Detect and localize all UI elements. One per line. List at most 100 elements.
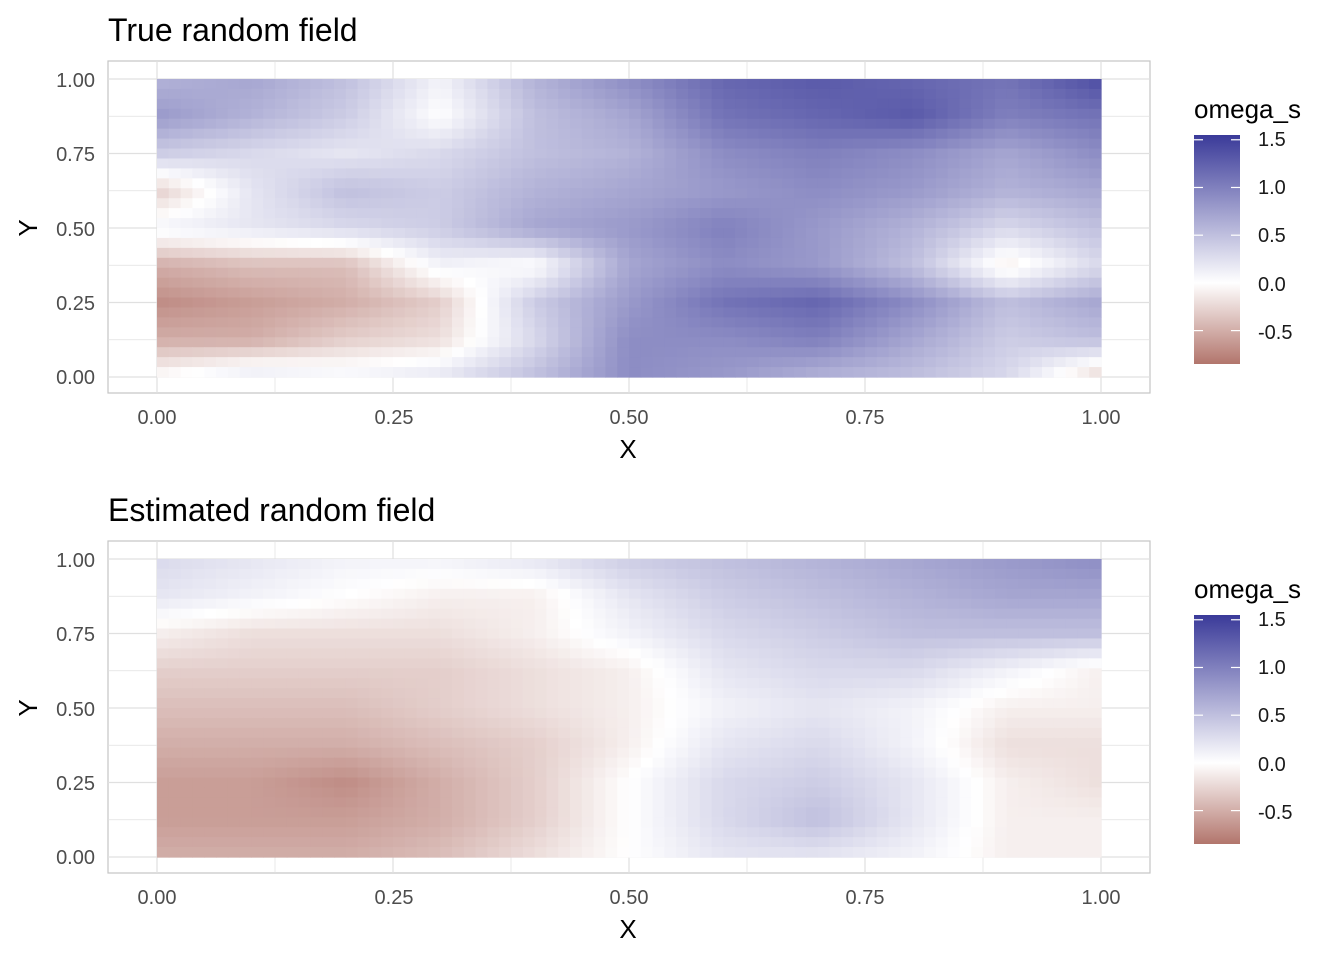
heatmap-cell (227, 367, 241, 378)
heatmap-cell (487, 267, 500, 279)
heatmap-cell (428, 307, 441, 318)
heatmap-cell (546, 257, 559, 269)
heatmap-cell (381, 148, 394, 160)
heatmap-cell (924, 367, 937, 378)
heatmap-cell (770, 108, 783, 120)
heatmap-cell (558, 668, 571, 679)
heatmap-cell (251, 837, 264, 848)
heatmap-cell (416, 588, 429, 600)
heatmap-cell (876, 688, 890, 699)
heatmap-cell (900, 827, 913, 838)
heatmap-cell (1077, 188, 1090, 199)
heatmap-cell (475, 628, 488, 640)
heatmap-cell (275, 237, 288, 249)
heatmap-cell (865, 297, 878, 309)
heatmap-cell (393, 257, 406, 269)
heatmap-cell (806, 817, 819, 828)
heatmap-cell (912, 307, 925, 318)
heatmap-cell (770, 737, 783, 749)
heatmap-cell (735, 128, 748, 140)
heatmap-cell (758, 118, 772, 130)
heatmap-cell (640, 787, 654, 798)
heatmap-cell (912, 568, 925, 580)
heatmap-cell (534, 247, 547, 259)
heatmap-cell (640, 108, 654, 120)
heatmap-cell (168, 188, 182, 199)
heatmap-cell (924, 98, 937, 110)
heatmap-cell (345, 608, 359, 620)
heatmap-cell (806, 827, 819, 838)
heatmap-cell (522, 208, 536, 219)
heatmap-cell (1042, 678, 1055, 689)
heatmap-cell (487, 357, 500, 368)
heatmap-cell (617, 737, 630, 749)
heatmap-cell (593, 357, 606, 368)
heatmap-cell (617, 648, 630, 659)
heatmap-cell (865, 618, 878, 630)
heatmap-cell (699, 168, 713, 179)
heatmap-cell (345, 357, 359, 368)
heatmap-cell (652, 777, 665, 789)
heatmap-cell (1053, 237, 1067, 249)
heatmap-cell (593, 578, 606, 590)
heatmap-cell (192, 98, 205, 110)
heatmap-cell (428, 158, 441, 169)
heatmap-cell (157, 757, 170, 769)
heatmap-cell (829, 658, 842, 669)
heatmap-cell (357, 797, 370, 808)
heatmap-cell (947, 188, 960, 199)
heatmap-cell (416, 277, 429, 289)
heatmap-cell (971, 188, 984, 199)
heatmap-cell (912, 178, 925, 189)
heatmap-cell (263, 698, 276, 709)
heatmap-cell (629, 817, 642, 828)
heatmap-cell (912, 108, 925, 120)
heatmap-cell (876, 698, 890, 709)
heatmap-cell (558, 767, 571, 779)
heatmap-cell (699, 307, 713, 318)
heatmap-cell (428, 817, 441, 828)
heatmap-cell (1030, 118, 1043, 130)
y-tick-label: 0.75 (56, 144, 95, 166)
heatmap-cell (286, 327, 300, 338)
heatmap-cell (794, 698, 807, 709)
heatmap-cell (640, 608, 654, 620)
heatmap-cell (310, 797, 323, 808)
heatmap-cell (782, 337, 795, 348)
heatmap-cell (180, 727, 193, 739)
heatmap-cell (570, 827, 583, 838)
heatmap-cell (192, 837, 205, 848)
heatmap-cell (935, 277, 949, 289)
heatmap-cell (357, 218, 370, 229)
heatmap-cell (947, 757, 960, 769)
heatmap-cell (888, 777, 901, 789)
heatmap-cell (275, 257, 288, 269)
heatmap-cell (723, 757, 736, 769)
heatmap-cell (971, 688, 984, 699)
heatmap-cell (876, 188, 890, 199)
heatmap-cell (546, 317, 559, 328)
heatmap-cell (711, 698, 724, 709)
heatmap-cell (1042, 347, 1055, 358)
heatmap-cell (640, 628, 654, 640)
heatmap-cell (487, 277, 500, 289)
heatmap-cell (487, 578, 500, 590)
heatmap-cell (204, 559, 217, 570)
heatmap-cell (994, 727, 1008, 739)
heatmap-cell (593, 817, 606, 828)
heatmap-cell (782, 827, 795, 838)
heatmap-cell (192, 188, 205, 199)
heatmap-cell (959, 737, 972, 749)
heatmap-cell (688, 277, 701, 289)
heatmap-cell (652, 337, 665, 348)
heatmap-cell (711, 618, 724, 630)
heatmap-cell (452, 267, 465, 279)
heatmap-cell (534, 708, 547, 719)
heatmap-cell (511, 787, 524, 798)
heatmap-cell (959, 317, 972, 328)
heatmap-cell (499, 817, 512, 828)
heatmap-cell (239, 717, 252, 729)
heatmap-cell (286, 237, 300, 249)
heatmap-cell (522, 598, 536, 610)
heatmap-cell (900, 357, 913, 368)
